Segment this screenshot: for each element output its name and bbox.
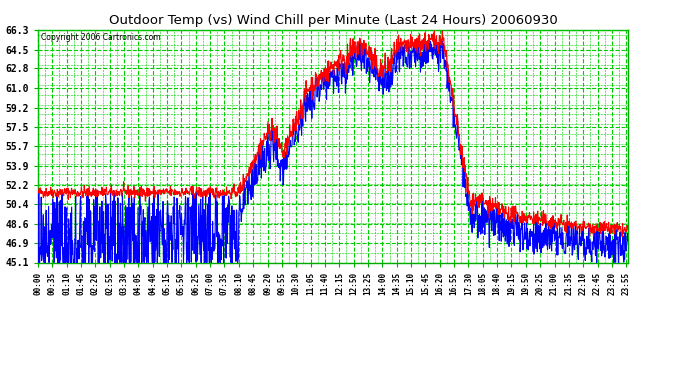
Title: Outdoor Temp (vs) Wind Chill per Minute (Last 24 Hours) 20060930: Outdoor Temp (vs) Wind Chill per Minute … <box>108 15 558 27</box>
Text: Copyright 2006 Cartronics.com: Copyright 2006 Cartronics.com <box>41 33 161 42</box>
